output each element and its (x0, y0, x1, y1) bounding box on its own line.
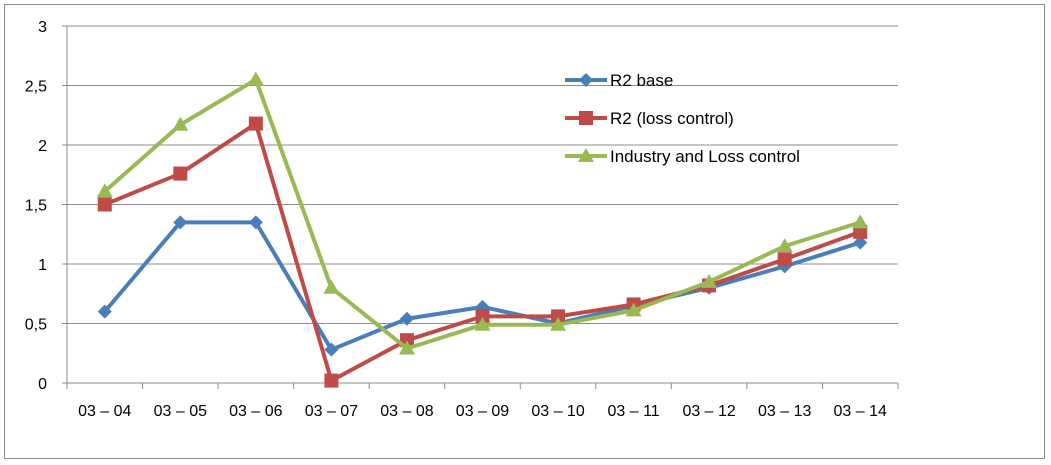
data-point-diamond (853, 235, 868, 250)
x-tick-label: 03 – 11 (607, 403, 659, 420)
data-point-triangle (701, 273, 718, 288)
x-tick-label: 03 – 14 (834, 403, 887, 420)
legend-item-1: R2 (loss control) (565, 109, 734, 128)
x-tick-label: 03 – 08 (380, 403, 433, 420)
data-point-triangle (578, 148, 594, 162)
data-point-diamond (248, 215, 263, 230)
data-point-square (324, 373, 339, 388)
data-point-triangle (323, 279, 340, 294)
data-point-square (475, 309, 490, 324)
data-point-triangle (474, 316, 491, 331)
data-point-square (551, 309, 566, 324)
x-tick-label: 03 – 07 (305, 403, 358, 420)
y-tick-label: 2 (38, 138, 47, 155)
data-point-square (579, 111, 593, 125)
data-point-triangle (625, 302, 642, 317)
data-point-triangle (172, 116, 189, 131)
data-point-triangle (550, 316, 567, 331)
data-point-triangle (247, 71, 264, 86)
x-tick-label: 03 – 12 (682, 403, 735, 420)
data-point-square (248, 116, 263, 131)
data-point-diamond (324, 342, 339, 357)
x-tick-label: 03 – 06 (229, 403, 282, 420)
series-2 (96, 71, 869, 355)
y-tick-label: 1 (38, 257, 47, 274)
data-point-triangle (852, 214, 869, 229)
gridlines (67, 25, 898, 324)
data-point-diamond (173, 215, 188, 230)
data-point-diamond (97, 304, 112, 319)
series-0 (97, 215, 868, 357)
data-point-diamond (579, 73, 593, 87)
x-tick-label: 03 – 09 (456, 403, 509, 420)
y-tick-label: 0,5 (25, 317, 47, 334)
data-point-triangle (776, 238, 793, 253)
legend-item-2: Industry and Loss control (565, 147, 800, 166)
y-tick-label: 3 (38, 19, 47, 36)
data-point-square (777, 252, 792, 267)
x-tick-label: 03 – 05 (154, 403, 207, 420)
x-tick-label: 03 – 13 (758, 403, 811, 420)
legend-label: Industry and Loss control (610, 147, 800, 166)
x-tick-label: 03 – 10 (531, 403, 584, 420)
axes: 0 0,5 1 1,5 2 2,5 3 03 – 04 03 – 05 03 – 06 03 – 0… (25, 19, 899, 420)
legend: R2 base R2 (loss control) Industry and Los… (565, 71, 800, 166)
data-point-square (173, 166, 188, 181)
series-group (96, 71, 869, 388)
legend-label: R2 (loss control) (610, 109, 734, 128)
data-point-triangle (398, 340, 415, 355)
data-point-diamond (399, 311, 414, 326)
data-point-triangle (96, 183, 113, 198)
data-point-square (97, 197, 112, 212)
data-point-square (853, 224, 868, 239)
legend-item-0: R2 base (565, 71, 673, 90)
legend-label: R2 base (610, 71, 673, 90)
x-tick-label: 03 – 04 (78, 403, 131, 420)
y-tick-label: 2,5 (25, 79, 47, 96)
y-tick-label: 1,5 (25, 198, 47, 215)
y-tick-label: 0 (38, 376, 47, 393)
